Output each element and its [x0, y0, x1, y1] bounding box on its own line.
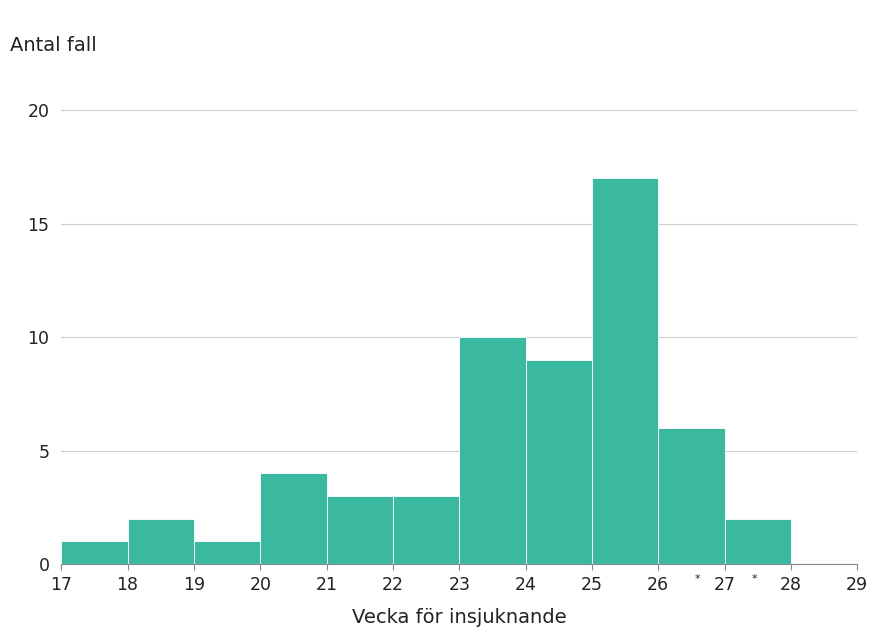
Bar — [327, 496, 393, 564]
Bar — [260, 473, 327, 564]
Bar — [194, 541, 260, 564]
Bar — [127, 518, 194, 564]
Text: *: * — [751, 574, 757, 583]
Bar — [526, 360, 592, 564]
Text: *: * — [694, 574, 700, 583]
Text: Antal fall: Antal fall — [10, 36, 96, 55]
Bar — [459, 337, 526, 564]
Bar — [592, 178, 658, 564]
Bar — [725, 518, 791, 564]
Bar — [61, 541, 127, 564]
X-axis label: Vecka för insjuknande: Vecka för insjuknande — [352, 609, 566, 627]
Bar — [658, 428, 725, 564]
Bar — [393, 496, 459, 564]
